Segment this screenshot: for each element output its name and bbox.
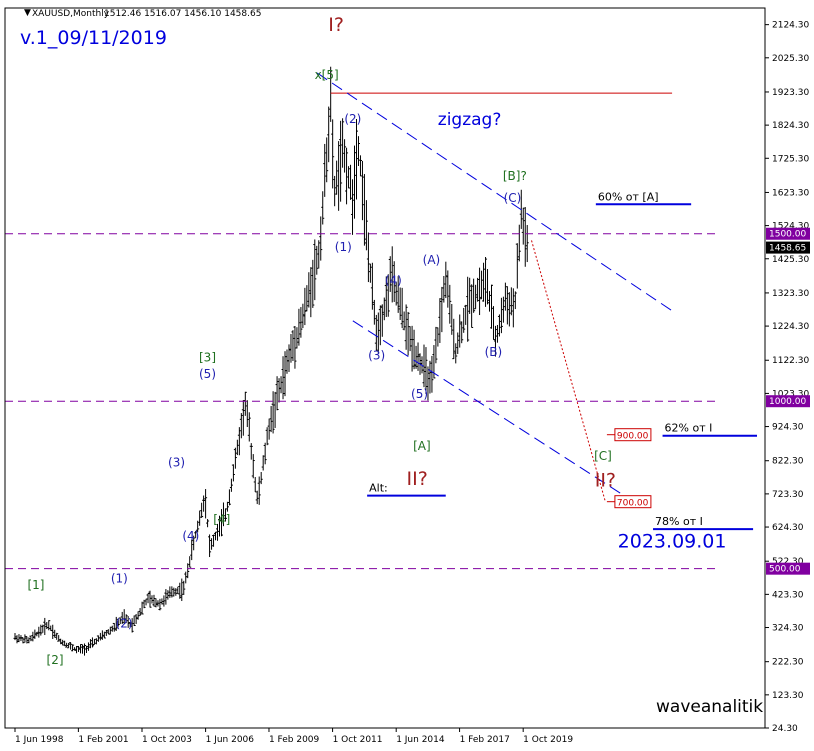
target-zone-label: 62% от I — [665, 422, 713, 435]
wave-label: [B]? — [503, 169, 527, 183]
level-tag-box — [766, 395, 810, 408]
price-tick-label: 2025.30 — [772, 54, 809, 64]
wave-label: (3) — [368, 348, 385, 362]
price-tick-label: 1623.30 — [772, 188, 809, 198]
time-tick-label: 1 Feb 2009 — [269, 735, 320, 745]
price-tick-label: 723.30 — [772, 490, 804, 500]
chart-annotation: zigzag? — [438, 110, 502, 130]
price-tick-label: 324.30 — [772, 624, 804, 634]
price-tick-label: 1425.30 — [772, 255, 809, 265]
price-tick-label: 1923.30 — [772, 88, 809, 98]
time-tick-label: 1 Oct 2019 — [523, 735, 573, 745]
plot-frame — [4, 7, 766, 729]
wave-label: (3) — [168, 456, 185, 470]
price-tag-box — [614, 428, 652, 442]
wave-label: (1) — [111, 572, 128, 586]
price-tick-label: 1725.30 — [772, 154, 809, 164]
trendline — [352, 320, 640, 506]
wave-label: [4] — [213, 512, 230, 526]
current-price-text: 1458.65 — [769, 244, 806, 254]
price-tick-label: 522.30 — [772, 557, 804, 567]
current-price-box — [766, 241, 810, 254]
trendline — [531, 240, 606, 502]
wave-label: II? — [595, 470, 616, 492]
wave-label: I? — [328, 14, 344, 36]
time-tick-label: 1 Feb 2001 — [78, 735, 128, 745]
price-tick-label: 423.30 — [772, 590, 804, 600]
price-tag-text: 900.00 — [617, 432, 649, 442]
price-tick-label: 1824.30 — [772, 121, 809, 131]
dropdown-triangle-icon[interactable]: ▼ — [24, 8, 31, 18]
wave-label: [3] — [199, 351, 216, 365]
wave-label: (2) — [116, 616, 133, 630]
wave-label: II? — [407, 468, 428, 490]
wave-label: (4) — [385, 274, 402, 288]
price-tick-label: 1323.30 — [772, 289, 809, 299]
ohlc-readout: 1512.46 1516.07 1456.10 1458.65 — [104, 9, 261, 19]
level-tag-text: 1500.00 — [769, 230, 806, 240]
target-zone-label: 78% от I — [655, 515, 703, 528]
time-tick-label: 1 Feb 2017 — [460, 735, 510, 745]
watermark: waveanalitik — [656, 697, 763, 717]
wave-label: (B) — [485, 345, 503, 359]
price-tick-label: 24.30 — [772, 724, 798, 734]
level-tag-box — [766, 562, 810, 575]
symbol-label: XAUUSD,Monthly — [32, 9, 110, 19]
price-tag-box — [614, 495, 652, 509]
price-tick-label: 924.30 — [772, 423, 804, 433]
price-tick-label: 1122.30 — [772, 356, 809, 366]
wave-label: [C] — [594, 449, 612, 463]
level-tag-text: 1000.00 — [769, 397, 806, 407]
price-tick-label: 1023.30 — [772, 389, 809, 399]
time-tick-label: 1 Oct 2011 — [333, 735, 383, 745]
chart-annotation: 2023.09.01 — [618, 531, 727, 553]
level-tag-text: 500.00 — [769, 565, 801, 575]
target-zone-label: Alt: — [369, 482, 388, 495]
wave-label: x[5] — [315, 68, 339, 82]
price-tick-label: 123.30 — [772, 691, 804, 701]
wave-label: (1) — [335, 240, 352, 254]
wave-label: (2) — [344, 112, 361, 126]
time-tick-label: 1 Oct 2003 — [142, 735, 192, 745]
wave-label: [1] — [27, 578, 44, 592]
price-tick-label: 2124.30 — [772, 21, 809, 31]
time-tick-label: 1 Jun 2014 — [396, 735, 445, 745]
wave-label: (5) — [411, 387, 428, 401]
price-tick-label: 1524.30 — [772, 222, 809, 232]
wave-label: (A) — [423, 253, 441, 267]
time-tick-label: 1 Jun 1998 — [15, 735, 64, 745]
price-tick-label: 222.30 — [772, 658, 804, 668]
time-tick-label: 1 Jun 2006 — [206, 735, 255, 745]
wave-label: [2] — [47, 653, 64, 667]
wave-label: [A] — [413, 439, 431, 453]
price-tick-label: 822.30 — [772, 457, 804, 467]
wave-label: (5) — [199, 367, 216, 381]
price-tick-label: 1224.30 — [772, 322, 809, 332]
level-tag-box — [766, 227, 810, 240]
target-zone-label: 60% от [A] — [598, 190, 659, 203]
wave-label: (4) — [182, 529, 199, 543]
price-tag-text: 700.00 — [617, 499, 649, 509]
price-tick-label: 624.30 — [772, 523, 804, 533]
wave-label: (C) — [504, 191, 522, 205]
version-note: v.1_09/11/2019 — [20, 27, 167, 49]
